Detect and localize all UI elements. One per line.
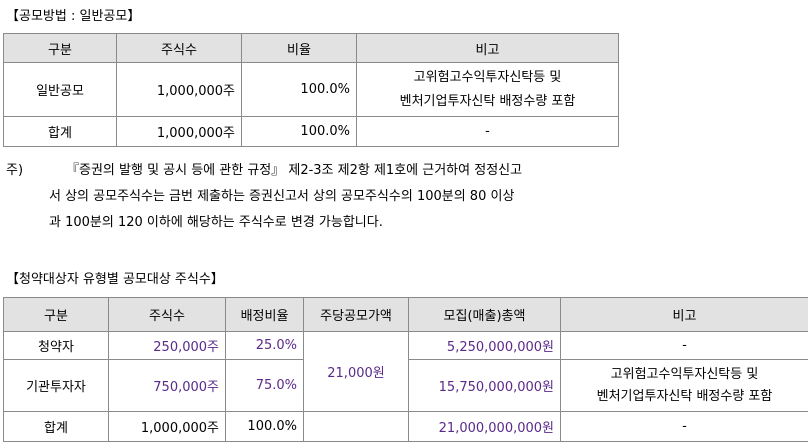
- row-total: 21,000,000,000원: [408, 411, 561, 442]
- row-remark: -: [560, 331, 808, 360]
- remark-line: 벤처기업투자신탁 배정수량 포함: [596, 388, 773, 404]
- offer-price-cell: 21,000원: [303, 331, 409, 412]
- table-row: 청약자 250,000주 25.0% 21,000원 5,250,000,000…: [3, 331, 808, 412]
- row-shares: 1,000,000주: [116, 116, 242, 147]
- table-header-row: 구분 주식수 배정비율 주당공모가액 모집(매출)총액 비고: [3, 297, 808, 332]
- table-row-total: 합계 1,000,000주 100.0% 21,000,000,000원 -: [3, 411, 808, 442]
- row-remark: 고위험고수익투자신탁등 및 벤처기업투자신탁 배정수량 포함: [560, 359, 808, 412]
- remark-line: 고위험고수익투자신탁등 및: [413, 69, 562, 85]
- header-offer-price: 주당공모가액: [303, 297, 409, 332]
- row-shares: 250,000주: [108, 331, 226, 360]
- header-category: 구분: [3, 33, 117, 63]
- offering-method-table: 구분 주식수 비율 비고 일반공모 1,000,000주 100.0% 고위험고…: [3, 33, 619, 147]
- row-ratio: 100.0%: [241, 62, 357, 117]
- footnote-lead: 주): [6, 163, 24, 178]
- table-row-total: 합계 1,000,000주 100.0% -: [3, 116, 619, 147]
- section1-title: 【공모방법 : 일반공모】: [6, 9, 141, 24]
- row-category: 합계: [3, 116, 117, 147]
- footnote-line: 서 상의 공모주식수는 금번 제출하는 증권신고서 상의 공모주식수의 100분…: [49, 189, 515, 204]
- header-total-amount: 모집(매출)총액: [408, 297, 561, 332]
- header-remark: 비고: [560, 297, 808, 332]
- row-category: 일반공모: [3, 62, 117, 117]
- row-shares: 750,000주: [108, 359, 226, 412]
- subscriber-type-table: 구분 주식수 배정비율 주당공모가액 모집(매출)총액 비고 청약자 250,0…: [3, 297, 808, 442]
- row-ratio: 25.0%: [225, 331, 304, 360]
- header-shares: 주식수: [108, 297, 226, 332]
- header-shares: 주식수: [116, 33, 242, 63]
- row-ratio: 75.0%: [225, 359, 304, 412]
- row-total: 15,750,000,000원: [408, 359, 561, 412]
- footnote-body: 『증권의 발행 및 공시 등에 관한 규정』 제2-3조 제2항 제1호에 근거…: [49, 158, 629, 236]
- row-category: 기관투자자: [3, 359, 109, 412]
- row-remark: -: [356, 116, 619, 147]
- header-ratio: 비율: [241, 33, 357, 63]
- row-total: 5,250,000,000원: [408, 331, 561, 360]
- row-shares: 1,000,000주: [116, 62, 242, 117]
- row-remark: 고위험고수익투자신탁등 및 벤처기업투자신탁 배정수량 포함: [356, 62, 619, 117]
- table-header-row: 구분 주식수 비율 비고: [3, 33, 619, 63]
- table-row: 일반공모 1,000,000주 100.0% 고위험고수익투자신탁등 및 벤처기…: [3, 62, 619, 117]
- remark-line: 고위험고수익투자신탁등 및: [610, 366, 759, 382]
- remark-line: 벤처기업투자신탁 배정수량 포함: [399, 93, 576, 109]
- table-row: 기관투자자 750,000주 75.0% 15,750,000,000원 고위험…: [3, 359, 808, 412]
- row-ratio: 100.0%: [225, 411, 304, 442]
- section2-title: 【청약대상자 유형별 공모대상 주식수】: [6, 272, 224, 287]
- header-category: 구분: [3, 297, 109, 332]
- row-remark: -: [560, 411, 808, 442]
- header-remark: 비고: [356, 33, 619, 63]
- row-ratio: 100.0%: [241, 116, 357, 147]
- footnote-line: 과 100분의 120 이하에 해당하는 주식수로 변경 가능합니다.: [49, 215, 383, 230]
- row-category: 청약자: [3, 331, 109, 360]
- header-allocation-ratio: 배정비율: [225, 297, 304, 332]
- row-shares: 1,000,000주: [108, 411, 226, 442]
- footnote-line: 『증권의 발행 및 공시 등에 관한 규정』 제2-3조 제2항 제1호에 근거…: [66, 163, 523, 178]
- row-price-empty: [303, 411, 409, 442]
- row-category: 합계: [3, 411, 109, 442]
